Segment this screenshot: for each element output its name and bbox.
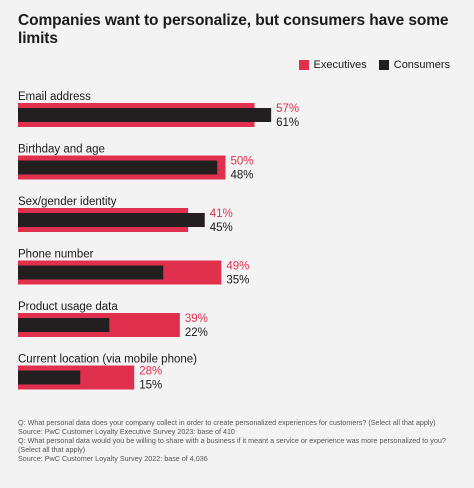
- bar-consumers-phone-number: [18, 265, 164, 280]
- legend-item-consumers: Consumers: [378, 59, 450, 71]
- category-label-sex-gender-identity: Sex/gender identity: [18, 196, 117, 208]
- bar-consumers-email-address: [18, 108, 272, 122]
- bar-consumers-product-usage-data: [18, 318, 110, 332]
- legend-item-executives: Executives: [298, 59, 367, 71]
- footnote-q2: Q: What personal data would you be willi…: [18, 436, 446, 454]
- legend: Executives Consumers: [287, 59, 450, 71]
- bar-chart: Email address 57% 61% Birthday and age 50% 48…: [18, 91, 299, 392]
- value-label-executives-birthday-and-age: 50%: [231, 156, 254, 168]
- category-label-email-address: Email address: [18, 91, 91, 103]
- value-label-consumers-phone-number: 35%: [226, 275, 249, 287]
- value-label-consumers-product-usage-data: 22%: [185, 327, 208, 339]
- value-label-executives-email-address: 57%: [276, 103, 299, 115]
- footnote-source1: Source: PwC Customer Loyalty Executive S…: [18, 427, 235, 436]
- bar-consumers-sex-gender-identity: [18, 213, 205, 227]
- value-label-consumers-birthday-and-age: 48%: [231, 170, 254, 182]
- legend-swatch-executives: [298, 60, 309, 70]
- value-label-executives-sex-gender-identity: 41%: [210, 208, 233, 220]
- value-label-consumers-sex-gender-identity: 45%: [210, 222, 233, 234]
- value-label-consumers-current-location-via-mobile-phone: 15%: [139, 380, 162, 392]
- value-label-executives-current-location-via-mobile-phone: 28%: [139, 366, 162, 378]
- bar-consumers-current-location-via-mobile-phone: [18, 370, 81, 385]
- chart-title: Companies want to personalize, but consu…: [18, 12, 449, 47]
- legend-label-consumers: Consumers: [393, 59, 450, 71]
- footnote-q1: Q: What personal data does your company …: [18, 418, 436, 427]
- legend-swatch-consumers: [378, 60, 389, 70]
- category-label-product-usage-data: Product usage data: [18, 301, 118, 313]
- category-label-phone-number: Phone number: [18, 249, 94, 261]
- value-label-executives-phone-number: 49%: [226, 261, 249, 273]
- bar-consumers-birthday-and-age: [18, 160, 218, 175]
- footnotes: Q: What personal data does your company …: [18, 418, 458, 463]
- legend-label-executives: Executives: [313, 59, 367, 71]
- value-label-consumers-email-address: 61%: [276, 117, 299, 129]
- footnote-source2: Source: PwC Customer Loyalty Survey 2022…: [18, 454, 208, 463]
- value-label-executives-product-usage-data: 39%: [185, 313, 208, 325]
- category-label-birthday-and-age: Birthday and age: [18, 144, 105, 156]
- category-label-current-location-via-mobile-phone: Current location (via mobile phone): [18, 354, 197, 366]
